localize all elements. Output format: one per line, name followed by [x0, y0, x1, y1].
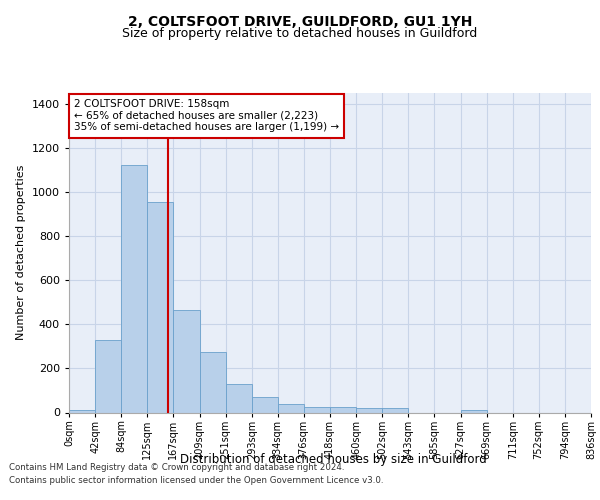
Bar [121, 166, 147, 412]
Bar [199, 352, 226, 412]
Text: Contains public sector information licensed under the Open Government Licence v3: Contains public sector information licen… [9, 476, 383, 485]
Bar [278, 404, 304, 412]
Text: 2, COLTSFOOT DRIVE, GUILDFORD, GU1 1YH: 2, COLTSFOOT DRIVE, GUILDFORD, GU1 1YH [128, 15, 472, 29]
Text: 2 COLTSFOOT DRIVE: 158sqm
← 65% of detached houses are smaller (2,223)
35% of se: 2 COLTSFOOT DRIVE: 158sqm ← 65% of detac… [74, 99, 339, 132]
Bar [304, 407, 330, 412]
Bar [95, 340, 121, 412]
Bar [330, 407, 356, 412]
Text: Size of property relative to detached houses in Guildford: Size of property relative to detached ho… [122, 28, 478, 40]
Bar [147, 202, 173, 412]
Text: Contains HM Land Registry data © Crown copyright and database right 2024.: Contains HM Land Registry data © Crown c… [9, 464, 344, 472]
Text: Distribution of detached houses by size in Guildford: Distribution of detached houses by size … [179, 452, 487, 466]
Bar [461, 410, 487, 412]
Bar [382, 408, 408, 412]
Bar [226, 384, 252, 412]
Y-axis label: Number of detached properties: Number of detached properties [16, 165, 26, 340]
Bar [69, 410, 95, 412]
Bar [356, 408, 382, 412]
Bar [252, 397, 278, 412]
Bar [173, 310, 199, 412]
